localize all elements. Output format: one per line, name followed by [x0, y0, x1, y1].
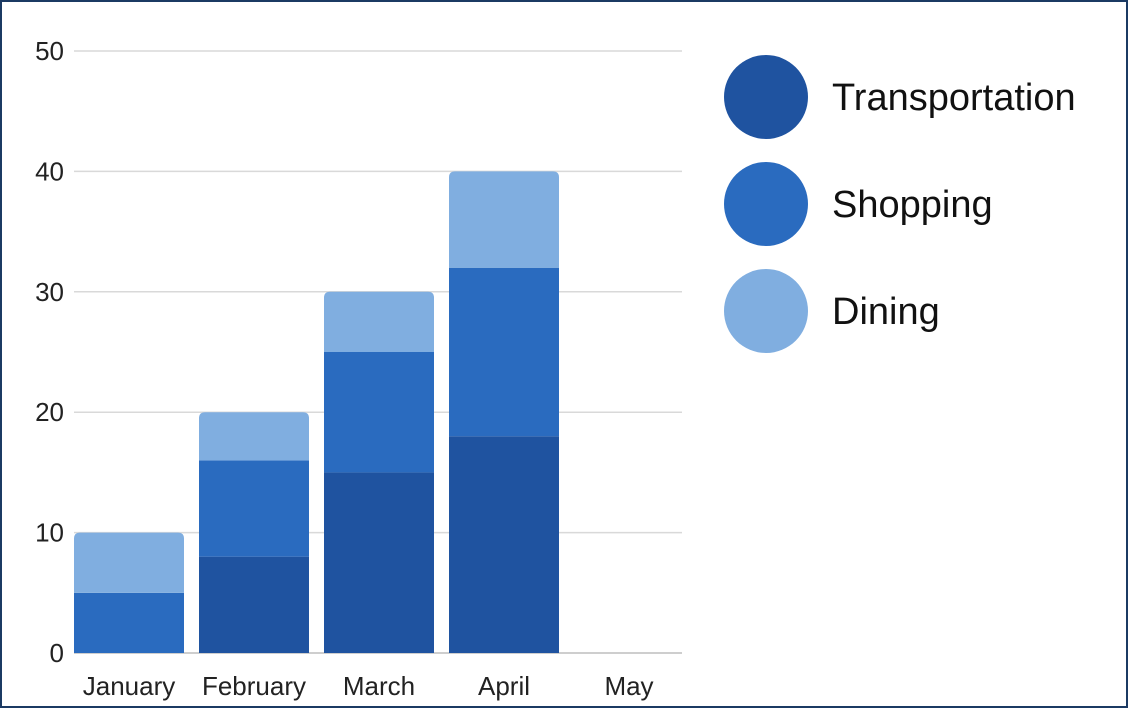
x-tick-label-january: January: [83, 671, 176, 701]
bar-april-transportation: [449, 436, 559, 653]
legend-swatch-transportation: [724, 55, 808, 139]
legend: Transportation Shopping Dining: [724, 55, 1076, 353]
x-axis: January February March April May: [83, 671, 654, 701]
y-axis: 0 10 20 30 40 50: [35, 36, 64, 668]
bar-january-dining: [74, 532, 184, 593]
bar-march-dining: [324, 291, 434, 352]
bars: [74, 171, 559, 653]
y-tick-label-50: 50: [35, 36, 64, 66]
x-tick-label-may: May: [604, 671, 653, 701]
bar-april-dining: [449, 171, 559, 268]
bar-april-shopping: [449, 267, 559, 437]
x-tick-label-april: April: [478, 671, 530, 701]
bar-march-shopping: [324, 352, 434, 473]
bar-march-transportation: [324, 472, 434, 653]
y-tick-label-20: 20: [35, 397, 64, 427]
legend-label-transportation: Transportation: [832, 77, 1076, 119]
y-tick-label-40: 40: [35, 156, 64, 186]
legend-label-shopping: Shopping: [832, 184, 993, 226]
legend-swatch-dining: [724, 269, 808, 353]
bar-february-transportation: [199, 556, 309, 653]
bar-february-shopping: [199, 460, 309, 557]
x-tick-label-february: February: [202, 671, 306, 701]
y-tick-label-0: 0: [50, 638, 64, 668]
legend-label-dining: Dining: [832, 291, 940, 333]
y-tick-label-10: 10: [35, 518, 64, 548]
legend-swatch-shopping: [724, 162, 808, 246]
y-tick-label-30: 30: [35, 277, 64, 307]
bar-february-dining: [199, 412, 309, 461]
x-tick-label-march: March: [343, 671, 415, 701]
bar-january-shopping: [74, 592, 184, 653]
